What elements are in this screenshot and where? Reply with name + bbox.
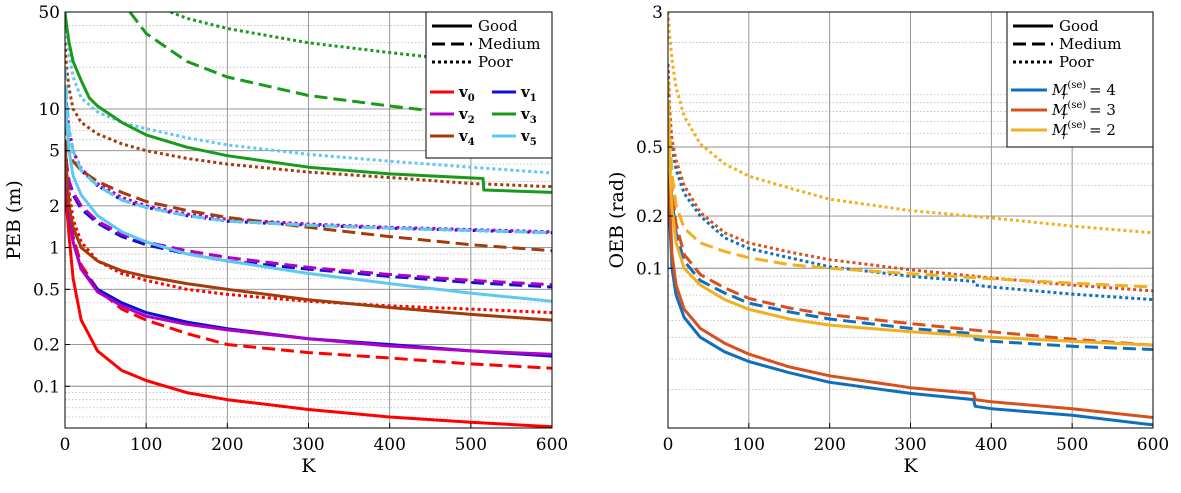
legend-label: Good xyxy=(478,17,518,35)
x-axis-label: K xyxy=(903,455,918,477)
legend-color-label: v4 xyxy=(458,127,475,148)
legend-color-label: M(se) r = 3 xyxy=(1051,100,1116,122)
legend-color-label-sub: 5 xyxy=(530,137,537,148)
y-tick-label: 2 xyxy=(49,197,60,217)
legend-color-label: v2 xyxy=(458,105,475,126)
legend-color-label-sub: 1 xyxy=(530,93,537,104)
legend-color-label-base: v xyxy=(520,83,531,101)
legend-color-label-sub: r xyxy=(1062,111,1068,122)
legend-label: Poor xyxy=(1059,53,1095,71)
x-tick-label: 100 xyxy=(733,435,765,455)
legend-color-label-base: v xyxy=(458,127,469,145)
x-tick-label: 200 xyxy=(813,435,845,455)
y-tick-label: 1 xyxy=(49,239,60,259)
y-tick-label: 0.1 xyxy=(636,259,663,279)
y-tick-label: 0.1 xyxy=(33,377,60,397)
legend-color-label-base: v xyxy=(520,105,531,123)
series-line-v4-good xyxy=(65,139,552,322)
chart-0: 0 100 200 300 400 500 6000.10.20.51251050KPEB … xyxy=(3,3,568,477)
series-line-m-4-poor xyxy=(668,64,1153,302)
legend-color-label: v3 xyxy=(520,105,537,126)
x-tick-label: 200 xyxy=(211,435,243,455)
series-line-m-2-good xyxy=(668,111,1153,347)
x-tick-label: 600 xyxy=(536,435,568,455)
y-axis-label: OEB (rad) xyxy=(606,172,628,269)
series-line-v3-good xyxy=(65,12,552,194)
y-tick-label: 3 xyxy=(652,3,663,23)
legend-color-label-sub: 0 xyxy=(468,93,475,104)
y-tick-label: 0.2 xyxy=(636,207,663,227)
legend-color-label-sub: r xyxy=(1062,131,1068,142)
legend-color-label-base: v xyxy=(458,105,469,123)
legend-label: Medium xyxy=(1059,35,1122,53)
legend-color-label: M(se) r = 2 xyxy=(1051,120,1116,142)
series-line-m-3-good xyxy=(668,146,1153,419)
legend-color-label-sup: (se) xyxy=(1067,80,1086,91)
legend-color-label: v0 xyxy=(458,83,475,104)
x-tick-label: 0 xyxy=(663,435,674,455)
x-tick-label: 500 xyxy=(1056,435,1088,455)
series-line-v2-medium xyxy=(65,139,552,287)
legend-color-label-sup: (se) xyxy=(1067,100,1086,111)
legend-color-label-sub: 4 xyxy=(468,137,475,148)
series-line-v0-good xyxy=(65,164,552,428)
legend-label: Poor xyxy=(478,53,514,71)
series-line-m-2-poor xyxy=(668,12,1153,235)
series-group xyxy=(668,12,1153,427)
x-tick-label: 300 xyxy=(894,435,926,455)
x-tick-label: 0 xyxy=(60,435,71,455)
x-tick-label: 100 xyxy=(130,435,162,455)
legend-color-label-eq: = 2 xyxy=(1089,121,1116,139)
legend-color-label-base: v xyxy=(458,83,469,101)
legend-color-label-base: M xyxy=(1051,81,1068,99)
legend-color-label-eq: = 3 xyxy=(1089,101,1116,119)
x-axis-label: K xyxy=(301,455,316,477)
x-tick-label: 400 xyxy=(373,435,405,455)
y-tick-label: 0.5 xyxy=(636,138,663,158)
legend-color-label-sup: (se) xyxy=(1067,120,1086,131)
legend-color-label-base: v xyxy=(520,127,531,145)
chart-1: 0 100 200 300 400 500 600 0.1 0.2 0.5 3 K OEB (rad) G… xyxy=(606,3,1169,477)
legend-color-label-eq: = 4 xyxy=(1089,81,1116,99)
legend-color-label-base: M xyxy=(1051,121,1068,139)
y-axis-label: PEB (m) xyxy=(3,180,25,260)
y-tick-label: 5 xyxy=(49,142,60,162)
legend-box xyxy=(1006,11,1154,148)
legend-color-label: v5 xyxy=(520,127,537,148)
x-tick-label: 600 xyxy=(1137,435,1169,455)
y-tick-label: 0.2 xyxy=(33,336,60,356)
legend-label: Medium xyxy=(478,35,541,53)
x-tick-label: 300 xyxy=(292,435,324,455)
legend-color-label-sub: 3 xyxy=(530,115,537,126)
series-line-v5-medium xyxy=(65,67,552,235)
legend-color-label-sub: 2 xyxy=(468,115,475,126)
y-tick-label: 10 xyxy=(38,100,60,120)
series-line-m-3-poor xyxy=(668,64,1153,293)
legend-color-label-sub: r xyxy=(1062,91,1068,102)
x-tick-label: 400 xyxy=(975,435,1007,455)
series-line-m-2-medium xyxy=(668,80,1153,289)
y-tick-label: 50 xyxy=(38,3,60,23)
legend-label: Good xyxy=(1059,17,1099,35)
x-tick-label: 500 xyxy=(455,435,487,455)
legend-color-label-base: M xyxy=(1051,101,1068,119)
series-group xyxy=(65,12,552,428)
legend-box xyxy=(425,11,553,159)
series-line-m-3-medium xyxy=(668,121,1153,347)
series-line-m-4-good xyxy=(668,163,1153,427)
series-line-v5-good xyxy=(65,84,552,303)
y-tick-label: 0.5 xyxy=(33,280,60,300)
legend-color-label: v1 xyxy=(520,83,537,104)
series-line-v4-poor xyxy=(65,42,552,189)
legend-color-label: M(se) r = 4 xyxy=(1051,80,1116,102)
